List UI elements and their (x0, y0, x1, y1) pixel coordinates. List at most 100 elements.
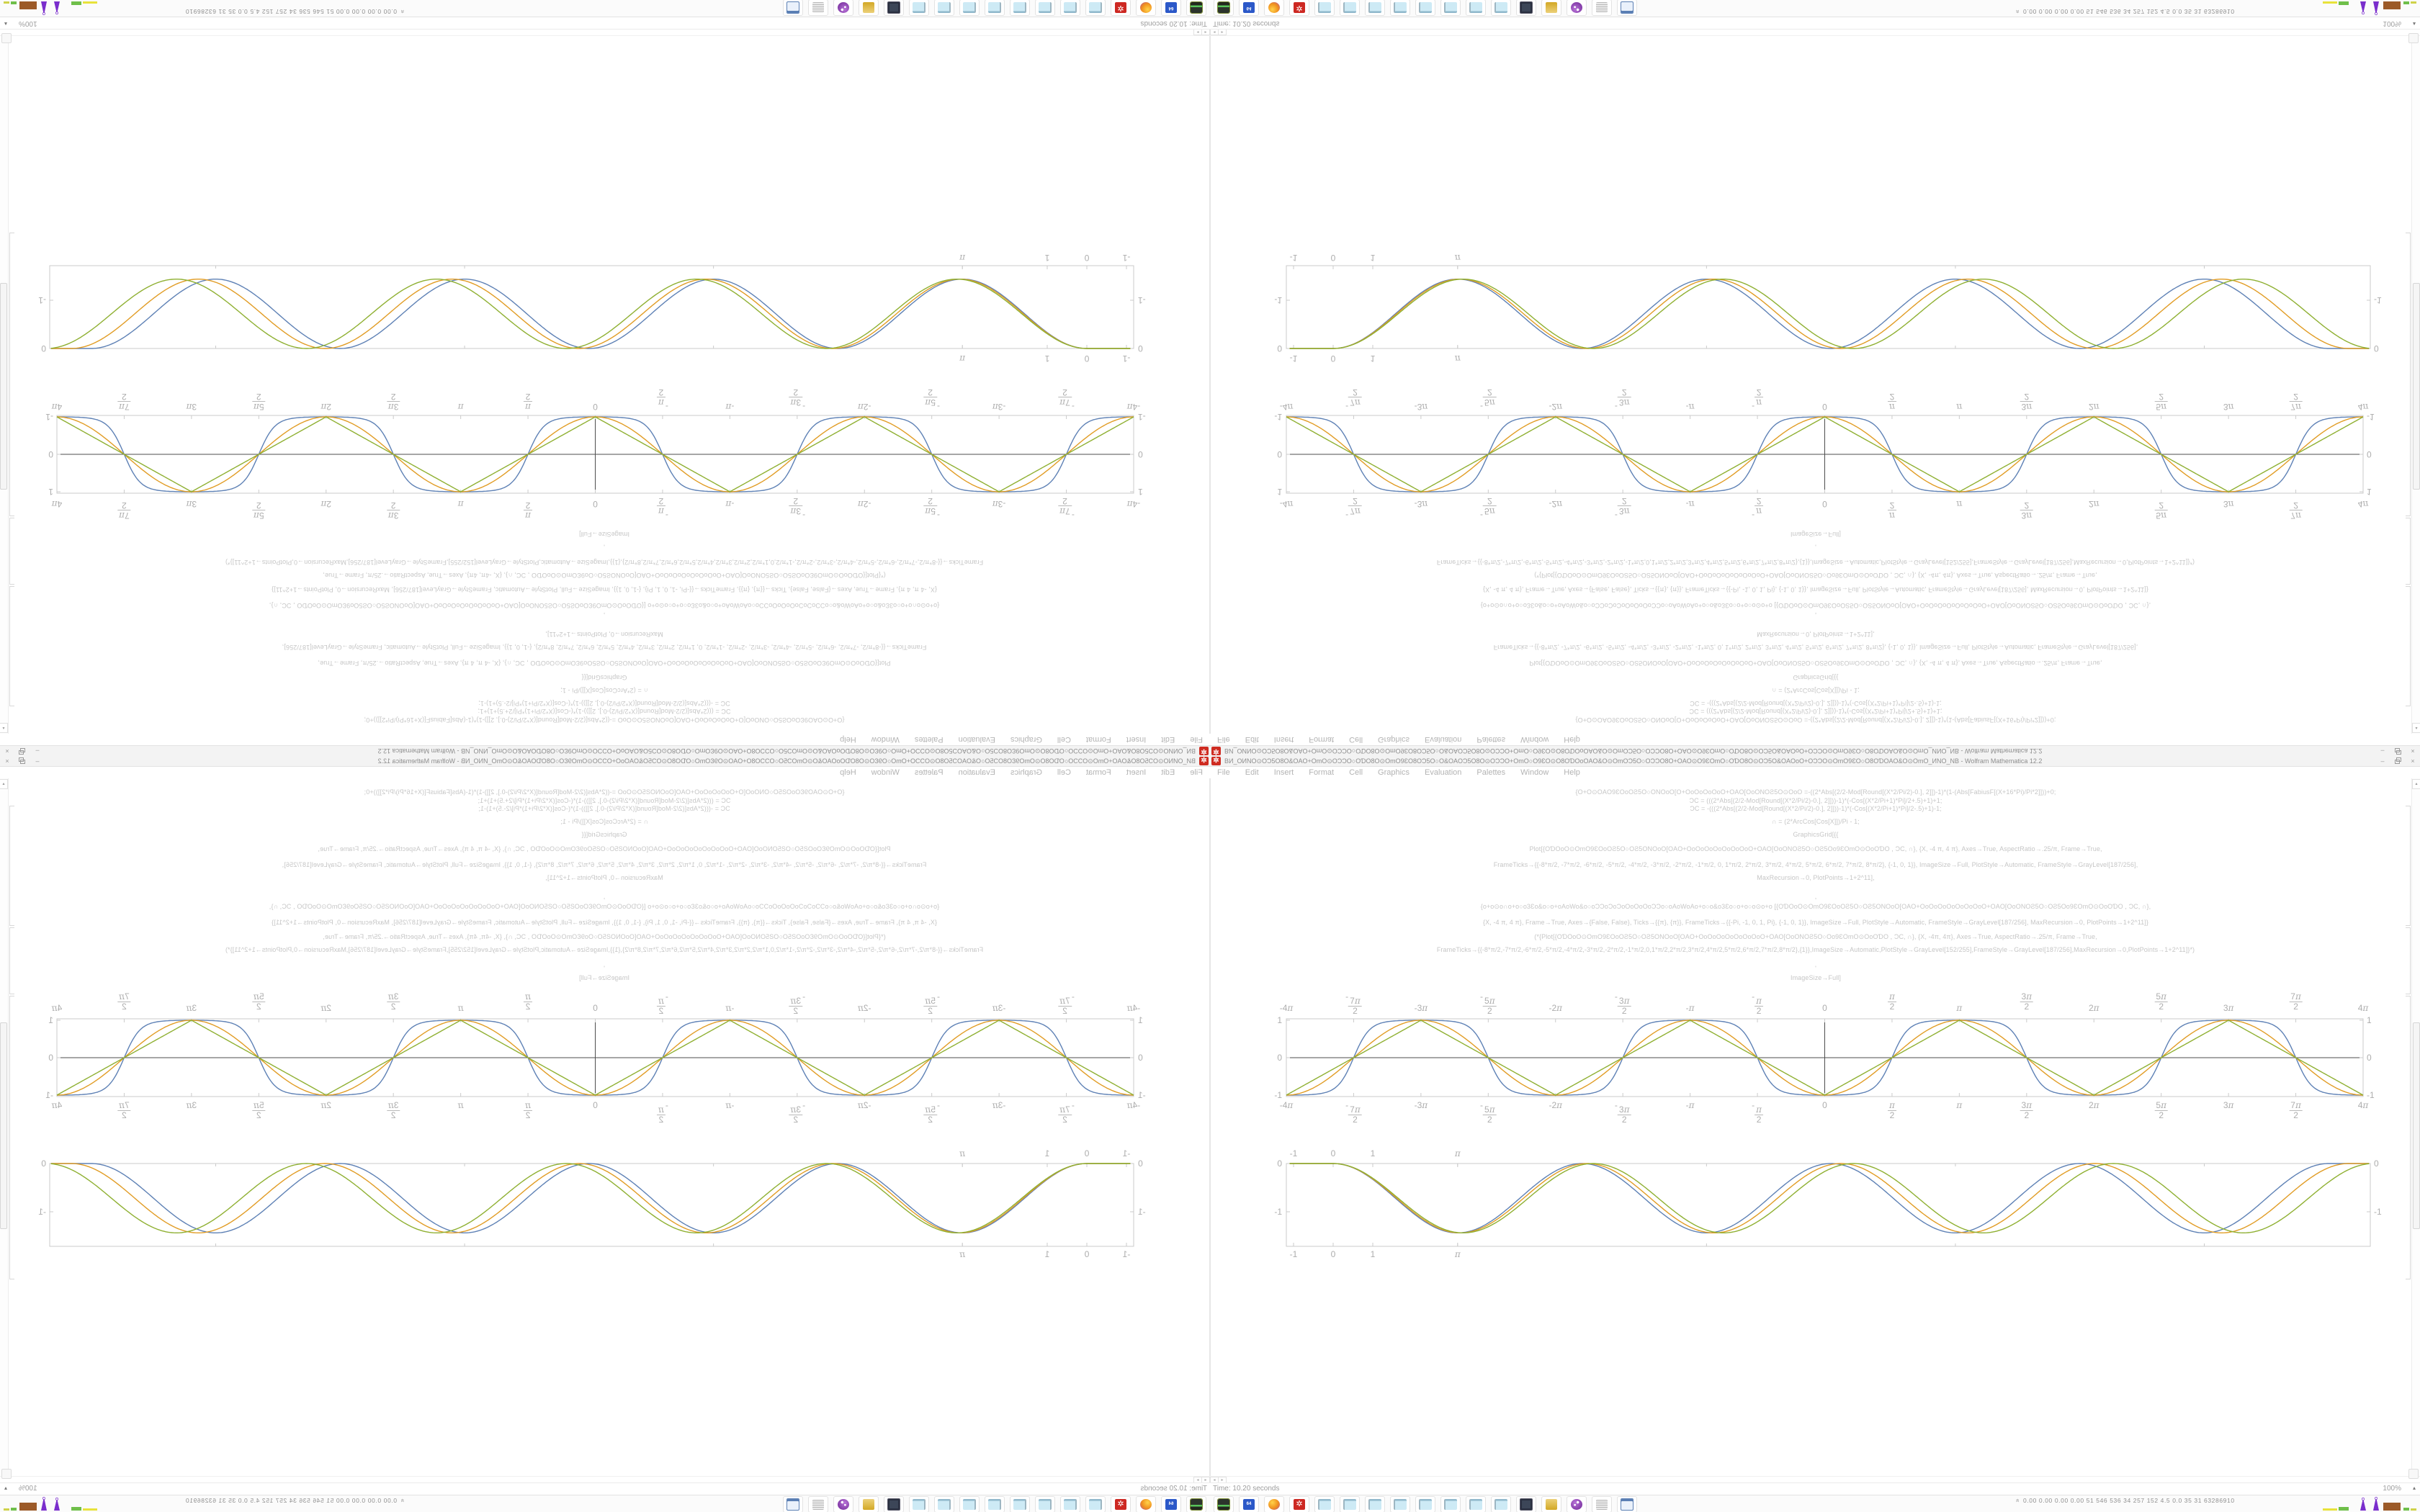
vertical-scrollbar-thumb[interactable] (0, 1022, 7, 1229)
menu-item-graphics[interactable]: Graphics (1010, 768, 1042, 777)
taskbar-icon-notepad-6[interactable] (1440, 0, 1461, 16)
menu-item-cell[interactable]: Cell (1349, 735, 1363, 744)
taskbar-icon-notepad-3[interactable] (1035, 1496, 1055, 1512)
menu-item-file[interactable]: File (1190, 735, 1203, 744)
taskbar-icon-notepad-3[interactable] (1365, 0, 1385, 16)
magnification-value[interactable]: 100% (2383, 19, 2401, 27)
system-monitor-applet[interactable]: » 0.00 0.00 0.00 0.00 51 546 536 34 257 … (2013, 1497, 2235, 1504)
menu-item-evaluation[interactable]: Evaluation (958, 735, 995, 744)
vertical-scrollbar[interactable]: ▴ (0, 778, 9, 1477)
close-button[interactable]: × (2411, 757, 2415, 765)
close-button[interactable]: × (5, 757, 9, 765)
panel-chevron-icon[interactable]: » (2013, 1498, 2021, 1503)
taskbar-icon-floppy-64[interactable]: 64 (1239, 0, 1259, 16)
taskbar-icon-notepad-2[interactable] (1060, 1496, 1080, 1512)
taskbar-icon-notepad-4[interactable] (1390, 0, 1410, 16)
taskbar-icon-notepad-3[interactable] (1365, 1496, 1385, 1512)
taskbar-icon-floppy-64[interactable]: 64 (1239, 1496, 1259, 1512)
minimize-button[interactable]: – (2380, 747, 2385, 755)
taskbar-icon-notepad-5[interactable] (985, 1496, 1005, 1512)
taskbar-icon-notepad-7[interactable] (1466, 1496, 1486, 1512)
taskbar-icon-purple-ball[interactable] (833, 0, 853, 16)
taskbar-icon-red-gear[interactable]: ✲ (1289, 1496, 1309, 1512)
menu-item-window[interactable]: Window (1520, 735, 1549, 744)
menu-item-format[interactable]: Format (1085, 768, 1111, 777)
cell-bracket-input[interactable] (9, 586, 14, 706)
restore-button[interactable] (2393, 757, 2402, 765)
menu-item-edit[interactable]: Edit (1245, 735, 1259, 744)
taskbar-icon-notepad-8[interactable] (909, 0, 929, 16)
menu-item-palettes[interactable]: Palettes (914, 768, 944, 777)
magnification-popup-arrow-icon[interactable]: ▴ (4, 1485, 8, 1491)
menu-item-insert[interactable]: Insert (1126, 735, 1147, 744)
taskbar-icon-monitor[interactable] (884, 0, 904, 16)
app-gear-icon[interactable]: ✲ (1211, 747, 1221, 755)
menu-item-file[interactable]: File (1217, 735, 1230, 744)
taskbar-icon-blue-window[interactable] (1617, 0, 1637, 16)
taskbar-icon-blue-window[interactable] (1617, 1496, 1637, 1512)
taskbar-icon-notepad-7[interactable] (934, 0, 954, 16)
taskbar-icon-scroll[interactable] (1592, 0, 1612, 16)
taskbar-icon-notepad-2[interactable] (1340, 1496, 1360, 1512)
taskbar-icon-monitor[interactable] (1516, 0, 1536, 16)
taskbar-icon-drive[interactable] (1186, 1496, 1206, 1512)
scroll-up-arrow-icon[interactable]: ▴ (2412, 723, 2420, 733)
menu-item-help[interactable]: Help (1564, 768, 1580, 777)
restore-button[interactable] (2393, 747, 2402, 755)
taskbar-icon-folder-yellow[interactable] (859, 0, 879, 16)
taskbar-icon-notepad-1[interactable] (1085, 1496, 1106, 1512)
menu-item-file[interactable]: File (1190, 768, 1203, 777)
taskbar-icon-firefox[interactable] (1264, 1496, 1284, 1512)
taskbar-icon-notepad-4[interactable] (1390, 1496, 1410, 1512)
taskbar-icon-scroll[interactable] (808, 0, 828, 16)
taskbar-icon-notepad-5[interactable] (1415, 1496, 1435, 1512)
menu-item-graphics[interactable]: Graphics (1378, 768, 1410, 777)
cell-bracket-output[interactable] (9, 996, 14, 1279)
taskbar-icon-folder-yellow[interactable] (859, 1496, 879, 1512)
magnification-value[interactable]: 100% (2383, 1485, 2401, 1493)
taskbar-icon-purple-ball[interactable] (1567, 1496, 1587, 1512)
taskbar-icon-scroll[interactable] (808, 1496, 828, 1512)
vertical-scrollbar[interactable]: ▴ (2411, 778, 2420, 1477)
restore-button[interactable] (18, 757, 27, 765)
taskbar-icon-firefox[interactable] (1136, 0, 1156, 16)
menu-item-cell[interactable]: Cell (1349, 768, 1363, 777)
cell-bracket-input-2[interactable] (2406, 518, 2411, 585)
minimize-button[interactable]: – (35, 757, 40, 765)
system-monitor-applet[interactable]: » 0.00 0.00 0.00 0.00 51 546 536 34 257 … (185, 1497, 406, 1504)
menu-item-palettes[interactable]: Palettes (1476, 768, 1506, 777)
menu-item-edit[interactable]: Edit (1245, 768, 1259, 777)
taskbar-icon-notepad-8[interactable] (1491, 0, 1511, 16)
scroll-up-arrow-icon[interactable]: ▴ (0, 723, 8, 733)
taskbar-icon-firefox[interactable] (1264, 0, 1284, 16)
taskbar-icon-folder-yellow[interactable] (1541, 0, 1561, 16)
menu-item-file[interactable]: File (1217, 768, 1230, 777)
menu-item-help[interactable]: Help (840, 735, 856, 744)
scroll-up-arrow-icon[interactable]: ▴ (2412, 779, 2420, 789)
menu-item-help[interactable]: Help (840, 768, 856, 777)
taskbar-icon-drive[interactable] (1214, 1496, 1234, 1512)
taskbar-icon-notepad-7[interactable] (934, 1496, 954, 1512)
taskbar-icon-notepad-5[interactable] (985, 0, 1005, 16)
horizontal-scrollbar[interactable]: ◂ ▸ (0, 28, 1210, 36)
window-resize-grip[interactable] (2408, 1469, 2419, 1479)
window-resize-grip[interactable] (1, 1469, 12, 1479)
taskbar-icon-red-gear[interactable]: ✲ (1289, 0, 1309, 16)
scroll-up-arrow-icon[interactable]: ▴ (0, 779, 8, 789)
menu-item-palettes[interactable]: Palettes (1476, 735, 1506, 744)
taskbar-icon-notepad-2[interactable] (1060, 0, 1080, 16)
menu-item-evaluation[interactable]: Evaluation (958, 768, 995, 777)
window-resize-grip[interactable] (2408, 33, 2419, 43)
taskbar-icon-notepad-6[interactable] (1440, 1496, 1461, 1512)
cell-bracket-input[interactable] (2406, 806, 2411, 926)
taskbar-icon-scroll[interactable] (1592, 1496, 1612, 1512)
magnification-popup-arrow-icon[interactable]: ▴ (2412, 21, 2416, 27)
taskbar-icon-notepad-4[interactable] (1010, 1496, 1030, 1512)
minimize-button[interactable]: – (35, 747, 40, 755)
taskbar-icon-drive[interactable] (1214, 0, 1234, 16)
magnification-value[interactable]: 100% (19, 1485, 37, 1493)
taskbar-icon-notepad-6[interactable] (959, 0, 980, 16)
window-resize-grip[interactable] (1, 33, 12, 43)
menu-item-graphics[interactable]: Graphics (1010, 735, 1042, 744)
horizontal-scrollbar[interactable]: ◂ ▸ (1210, 28, 2420, 36)
